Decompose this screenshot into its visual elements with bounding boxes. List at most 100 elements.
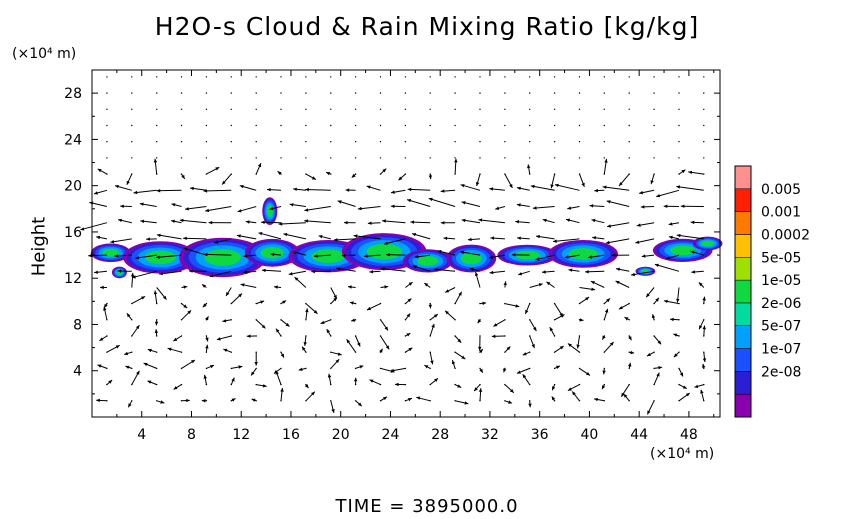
colorbar-label: 0.005 <box>761 182 801 198</box>
wind-vector-head <box>243 254 247 258</box>
wind-vector-head <box>525 309 529 314</box>
grid-dot <box>230 124 232 127</box>
grid-dot <box>578 124 581 127</box>
wind-vector-head <box>160 400 165 404</box>
wind-vector-head <box>289 203 294 207</box>
grid-dot <box>479 335 481 337</box>
grid-dot <box>305 92 307 94</box>
wind-vector-head <box>254 362 258 366</box>
wind-vector <box>80 222 108 231</box>
grid-dot <box>330 367 332 370</box>
wind-vector-head <box>639 190 643 195</box>
grid-dot <box>603 383 605 386</box>
colorbar-swatch <box>734 165 752 190</box>
grid-dot <box>230 367 232 370</box>
grid-dot <box>305 108 307 111</box>
grid-dot <box>504 92 506 94</box>
grid-dot <box>354 92 357 94</box>
wind-vector-head <box>495 206 500 210</box>
wind-vector-head <box>311 391 315 396</box>
wind-vector-head <box>276 328 280 333</box>
grid-dot <box>330 400 332 402</box>
grid-dot <box>330 108 332 111</box>
wind-vector-head <box>383 241 388 245</box>
wind-vector-head <box>209 274 214 278</box>
wind-vector-head <box>222 180 226 185</box>
grid-dot <box>529 76 531 78</box>
grid-dot <box>628 383 630 386</box>
grid-dot <box>504 367 506 370</box>
colorbar-swatch <box>734 371 752 395</box>
wind-vector-head <box>333 238 338 242</box>
wind-vector-head <box>269 206 274 211</box>
wind-vector-head <box>333 294 337 299</box>
grid-dot <box>653 108 655 111</box>
wind-vector <box>333 238 356 241</box>
grid-dot <box>106 335 108 337</box>
grid-dot <box>106 173 108 175</box>
grid-dot <box>305 383 307 386</box>
wind-vector-head <box>124 351 129 356</box>
grid-dot <box>479 319 481 321</box>
wind-vector-head <box>509 388 514 393</box>
grid-dot <box>578 76 581 78</box>
grid-dot <box>330 319 332 321</box>
wind-vector-head <box>104 303 108 308</box>
grid-dot <box>429 108 431 111</box>
wind-vector-head <box>511 253 516 257</box>
grid-dot <box>678 400 680 402</box>
colorbar-label: 1e-05 <box>761 273 801 289</box>
grid-dot <box>205 383 208 386</box>
wind-vector-head <box>576 344 580 349</box>
wind-vector-head <box>205 208 210 213</box>
grid-dot <box>578 351 581 353</box>
grid-dot <box>479 76 481 78</box>
grid-dot <box>255 383 257 386</box>
wind-vector-head <box>280 388 284 392</box>
grid-dot <box>379 302 382 305</box>
wind-vector-head <box>651 314 656 319</box>
grid-dot <box>131 302 133 305</box>
grid-dot <box>180 383 183 386</box>
wind-vector-head <box>656 372 660 377</box>
grid-dot <box>479 400 481 402</box>
wind-vector-head <box>554 183 559 188</box>
grid-dot <box>354 319 357 321</box>
wind-vector-head <box>183 285 188 289</box>
y-tick-label: 20 <box>64 179 82 195</box>
wind-vector-head <box>445 289 450 293</box>
grid-dot <box>255 76 257 78</box>
grid-dot <box>379 400 382 402</box>
wind-vector-head <box>606 200 611 204</box>
wind-vector-head <box>171 219 175 223</box>
wind-vector-head <box>167 347 172 351</box>
wind-vector-head <box>506 346 511 351</box>
grid-dot <box>205 76 208 78</box>
wind-vector-head <box>532 206 537 210</box>
grid-dot <box>255 367 257 370</box>
grid-dot <box>703 351 705 353</box>
wind-vector-head <box>516 203 521 207</box>
wind-vector-head <box>701 363 706 368</box>
colorbar-label: 0.0002 <box>761 228 810 244</box>
wind-vector-head <box>609 342 614 346</box>
wind-vector-head <box>357 342 361 347</box>
wind-vector-head <box>353 377 358 382</box>
grid-dot <box>578 141 581 143</box>
wind-vector-head <box>126 313 131 318</box>
grid-dot <box>578 302 581 305</box>
grid-dot <box>156 383 158 386</box>
grid-dot <box>529 400 531 402</box>
wind-vector-head <box>156 189 161 193</box>
wind-vector-head <box>367 221 372 225</box>
wind-vector-head <box>602 385 606 390</box>
wind-vector-head <box>464 401 469 405</box>
wind-vector-head <box>503 368 507 373</box>
grid-dot <box>653 351 655 353</box>
wind-vector-head <box>335 359 340 363</box>
wind-vector-head <box>186 398 190 403</box>
grid-dot <box>205 157 208 159</box>
grid-dot <box>603 108 605 111</box>
wind-vector-head <box>517 236 521 240</box>
grid-dot <box>529 173 531 175</box>
